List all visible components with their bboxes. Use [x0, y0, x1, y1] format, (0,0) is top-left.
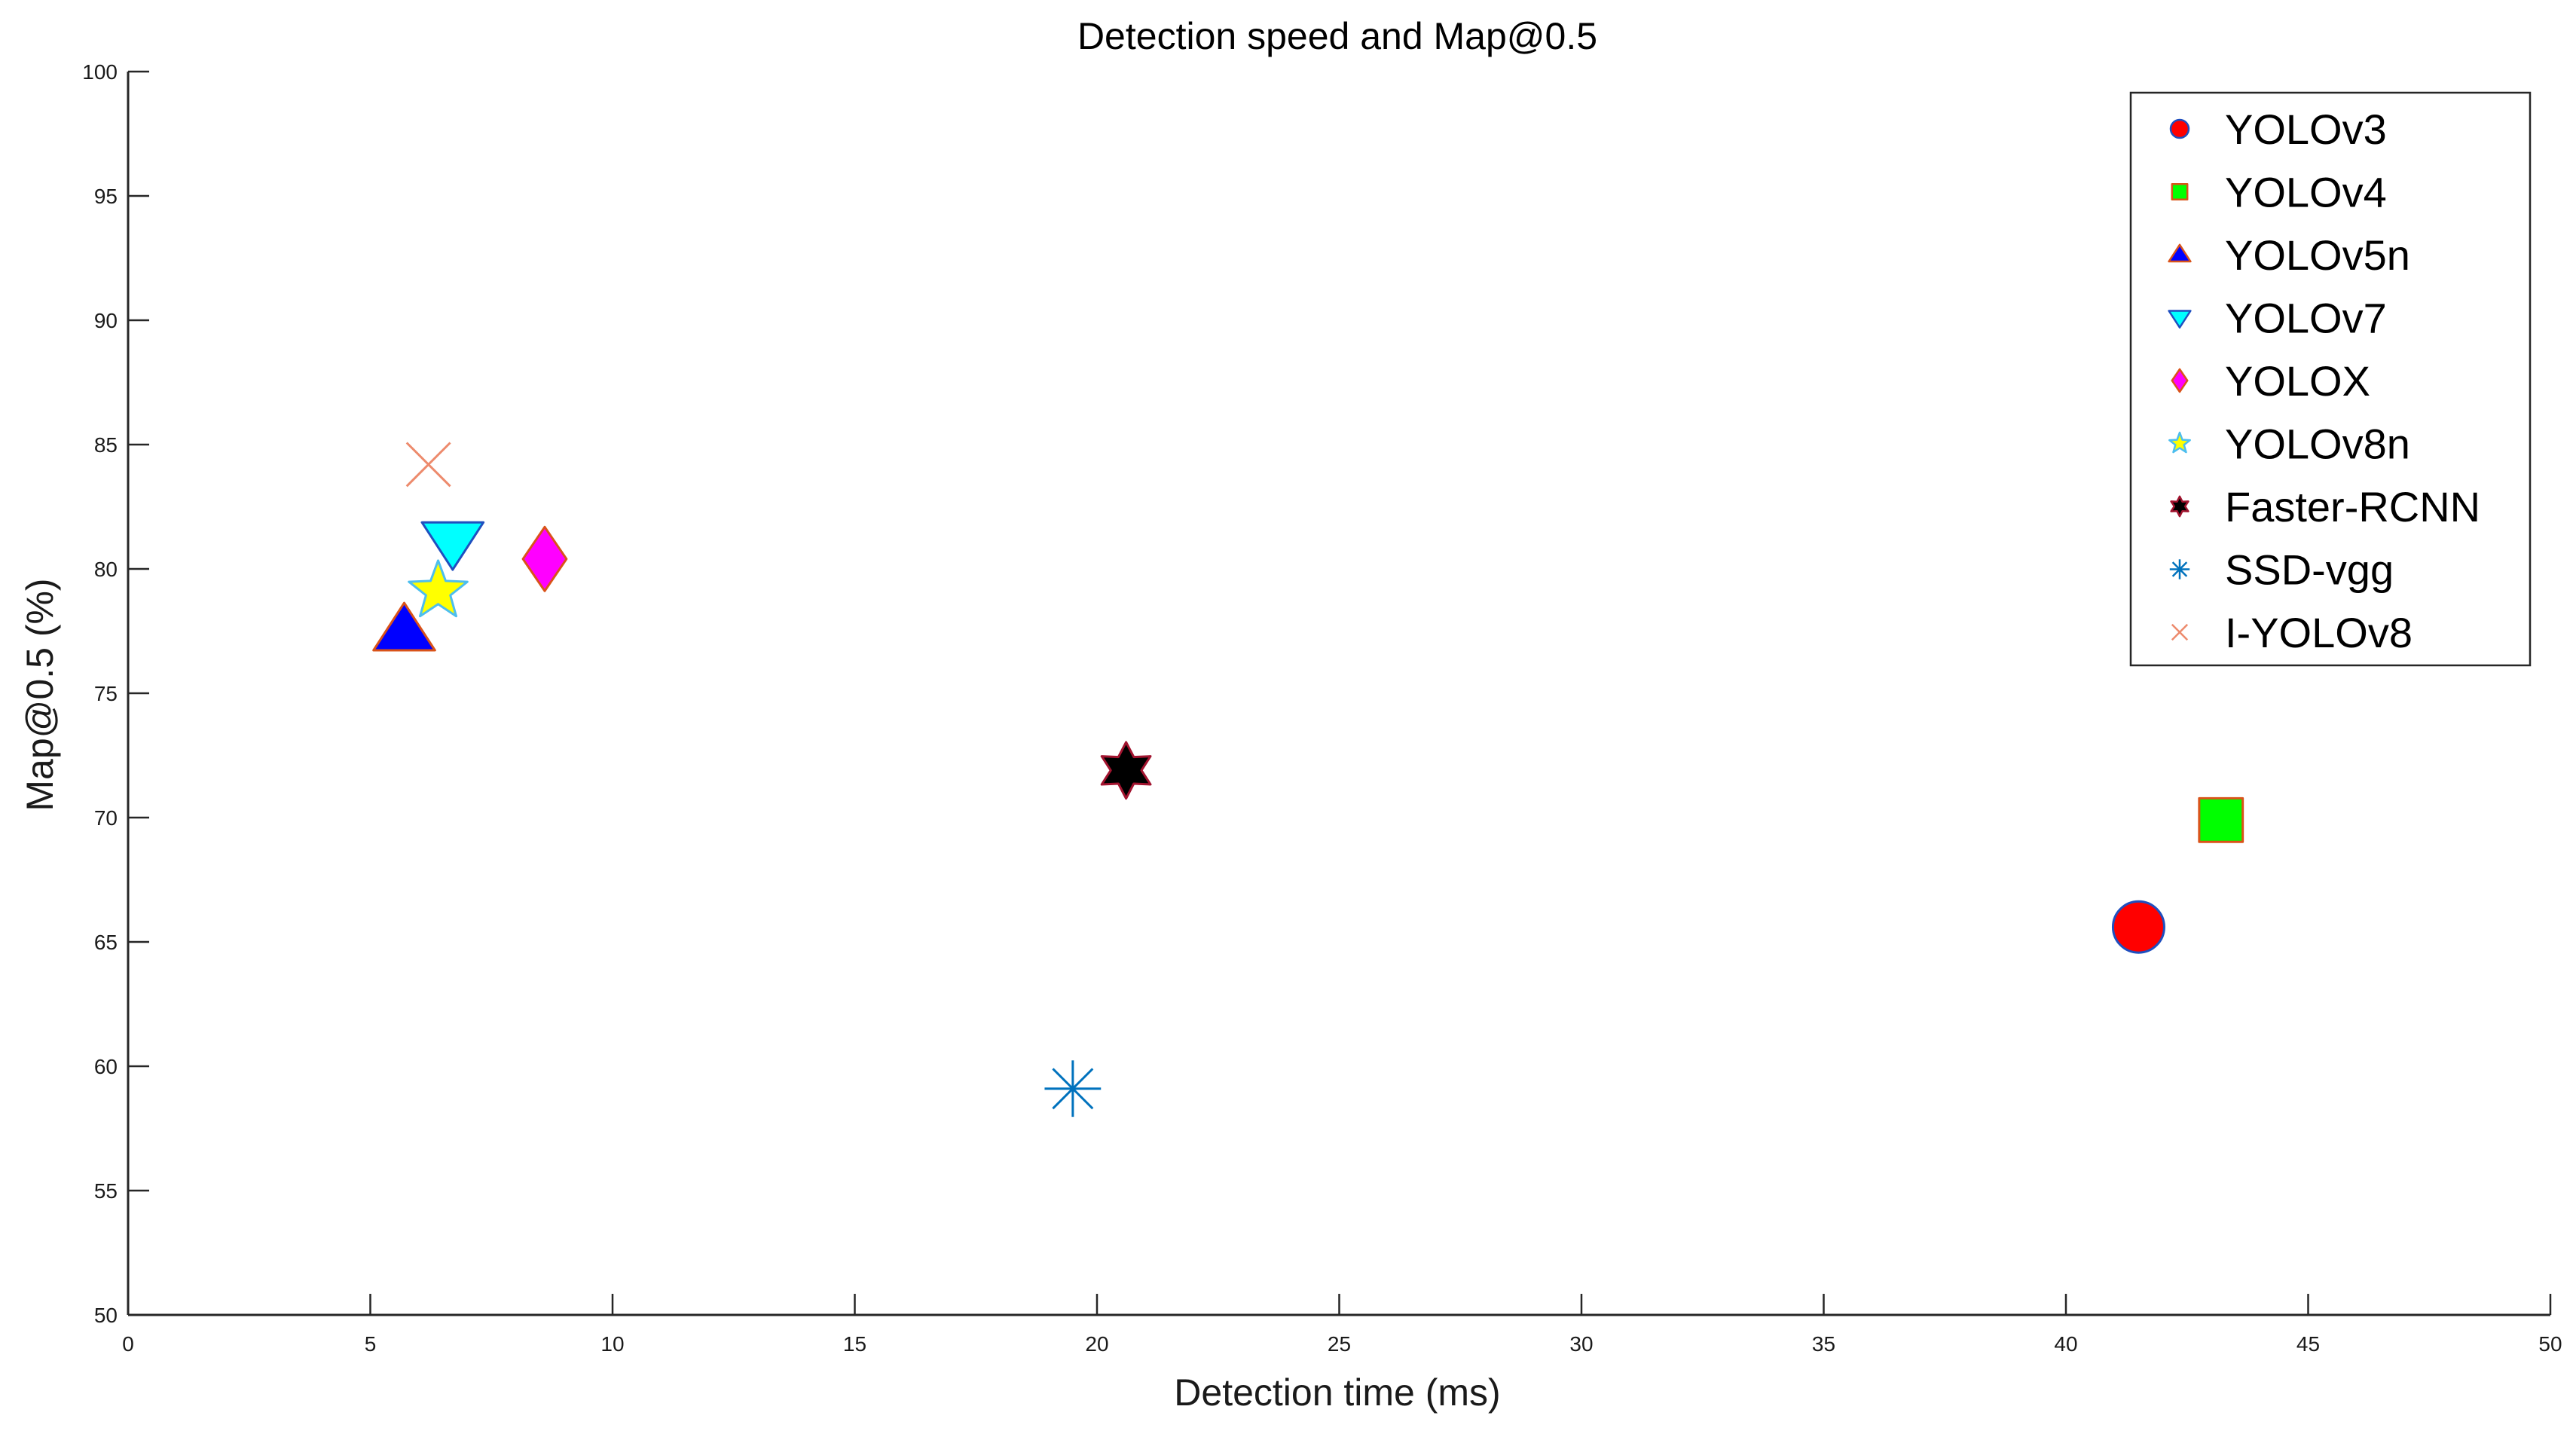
y-axis-label: Map@0.5 (%)	[19, 578, 61, 811]
x-tick-label: 15	[843, 1332, 866, 1356]
legend-marker-yolox	[2171, 368, 2189, 393]
x-axis-label: Detection time (ms)	[1174, 1371, 1500, 1414]
data-point-yolov7	[420, 521, 485, 571]
x-tick-label: 5	[365, 1332, 377, 1356]
y-tick-label: 95	[94, 185, 118, 208]
legend-marker-yolov7	[2168, 310, 2192, 329]
data-point-i-yolov8	[405, 442, 451, 488]
asterisk-stroke	[1052, 1068, 1094, 1110]
legend-marker-yolov3	[2169, 118, 2190, 139]
data-point-ssd-vgg	[1044, 1060, 1102, 1117]
legend-marker-yolov4	[2171, 183, 2189, 200]
x-stroke	[405, 442, 451, 488]
data-point-yolov4	[2198, 796, 2244, 843]
x-tick-label: 30	[1569, 1332, 1593, 1356]
legend-marker-i-yolov8	[2171, 623, 2189, 641]
data-point-yolov8n	[408, 559, 469, 618]
x-tick-label: 10	[600, 1332, 624, 1356]
legend-box	[2129, 91, 2532, 667]
legend: YOLOv3 YOLOv4 YOLOv5n YOLOv7 YOLOX YOLOv8n Fas…	[2129, 91, 2532, 667]
x-tick-label: 20	[1085, 1332, 1108, 1356]
legend-label-ssd-vgg: SSD-vgg	[2225, 546, 2394, 594]
legend-marker-faster-rcnn	[2170, 495, 2189, 518]
y-tick-label: 55	[94, 1179, 118, 1203]
x-stroke	[2171, 623, 2189, 641]
legend-label-i-yolov8: I-YOLOv8	[2225, 609, 2413, 656]
data-point-yolox	[521, 525, 568, 592]
data-points	[372, 442, 2244, 1117]
y-tick-label: 90	[94, 309, 118, 332]
y-tick-label: 80	[94, 558, 118, 581]
x-tick-label: 40	[2054, 1332, 2077, 1356]
data-point-faster-rcnn	[1100, 741, 1152, 800]
y-tick-label: 75	[94, 682, 118, 705]
chart-title: Detection speed and Map@0.5	[1077, 15, 1597, 57]
legend-label-faster-rcnn: Faster-RCNN	[2225, 483, 2480, 530]
x-tick-label: 35	[1812, 1332, 1835, 1356]
y-tick-label: 100	[82, 60, 118, 84]
legend-marker-yolov5n	[2168, 243, 2192, 263]
y-tick-label: 70	[94, 806, 118, 830]
legend-label-yolox: YOLOX	[2225, 357, 2370, 405]
y-tick-label: 65	[94, 931, 118, 954]
y-tick-label: 60	[94, 1055, 118, 1078]
data-point-yolov3	[2111, 900, 2165, 954]
legend-label-yolov7: YOLOv7	[2225, 295, 2387, 342]
x-tick-label: 50	[2538, 1332, 2562, 1356]
legend-label-yolov5n: YOLOv5n	[2225, 231, 2410, 279]
data-point-yolov5n	[372, 601, 436, 652]
axes: 0 5 10 15 20 25 30 35 40 45 50 50 55 60 65 70 75 80 85 90 95…	[82, 60, 2562, 1356]
legend-label-yolov3: YOLOv3	[2225, 105, 2387, 153]
y-tick-label: 85	[94, 433, 118, 457]
legend-label-yolov8n: YOLOv8n	[2225, 420, 2410, 468]
x-tick-label: 0	[122, 1332, 134, 1356]
legend-marker-yolov8n	[2168, 431, 2191, 454]
y-tick-label: 50	[94, 1304, 118, 1327]
asterisk-stroke	[2171, 561, 2188, 577]
legend-label-yolov4: YOLOv4	[2225, 169, 2387, 216]
x-tick-label: 45	[2296, 1332, 2320, 1356]
legend-marker-ssd-vgg	[2169, 559, 2190, 579]
x-tick-label: 25	[1328, 1332, 1351, 1356]
